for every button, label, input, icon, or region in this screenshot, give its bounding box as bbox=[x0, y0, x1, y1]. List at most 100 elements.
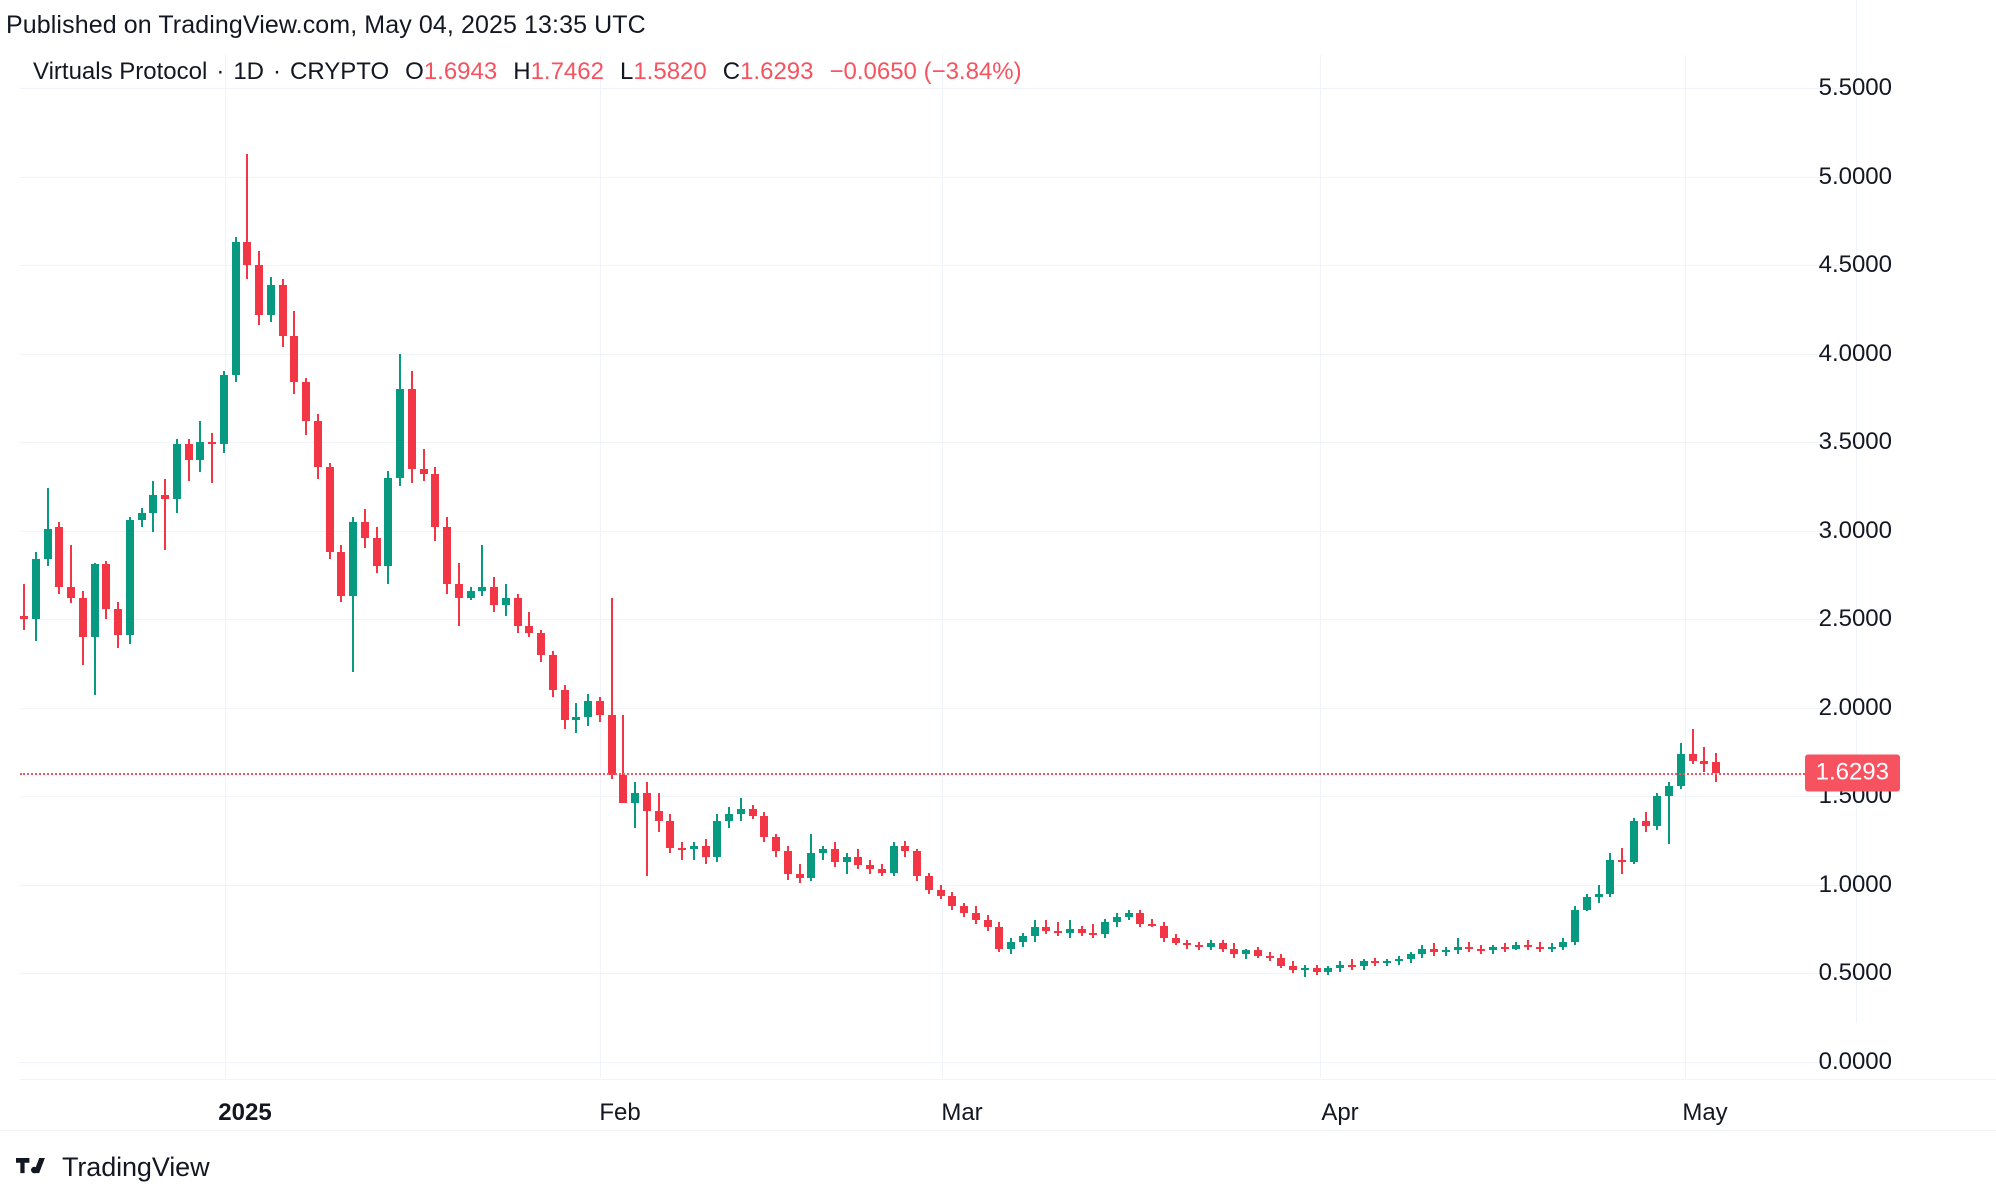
candlestick bbox=[1383, 55, 1391, 1078]
candle-body bbox=[995, 927, 1004, 949]
candle-wick bbox=[610, 598, 613, 779]
gridline-horizontal bbox=[20, 88, 1856, 89]
candlestick bbox=[349, 55, 357, 1078]
last-price-badge[interactable]: 1.6293 bbox=[1804, 754, 1900, 792]
candlestick bbox=[90, 55, 99, 1078]
candlestick bbox=[1500, 55, 1509, 1078]
candle-body bbox=[396, 389, 404, 478]
candle-body bbox=[1582, 897, 1591, 910]
candlestick bbox=[1477, 55, 1485, 1078]
candlestick bbox=[725, 55, 733, 1078]
candlestick bbox=[43, 55, 52, 1078]
candle-body bbox=[67, 587, 75, 599]
candle-wick bbox=[645, 782, 648, 877]
candlestick bbox=[1641, 55, 1650, 1078]
candlestick bbox=[478, 55, 487, 1078]
candlestick bbox=[278, 55, 287, 1078]
candle-body bbox=[1688, 753, 1697, 761]
candle-body bbox=[513, 598, 522, 627]
candlestick bbox=[208, 55, 216, 1078]
candlestick bbox=[1582, 55, 1591, 1078]
candlestick bbox=[313, 55, 322, 1078]
time-axis[interactable]: 2025 Feb Mar Apr May bbox=[0, 1079, 1996, 1139]
candlestick bbox=[1418, 55, 1427, 1078]
candle-body bbox=[1512, 945, 1521, 949]
candlestick bbox=[1453, 55, 1462, 1078]
legend-open-key: O bbox=[405, 58, 424, 85]
candlestick bbox=[701, 55, 710, 1078]
candle-body bbox=[1676, 753, 1685, 786]
candlestick bbox=[1524, 55, 1532, 1078]
candlestick bbox=[654, 55, 663, 1078]
candle-body bbox=[302, 381, 310, 421]
candle-body bbox=[501, 598, 510, 606]
candlestick bbox=[713, 55, 722, 1078]
candle-body bbox=[819, 849, 827, 854]
candle-body bbox=[936, 890, 945, 896]
gridline-horizontal bbox=[20, 885, 1856, 886]
candlestick bbox=[842, 55, 851, 1078]
candle-body bbox=[78, 598, 87, 637]
candlestick bbox=[1629, 55, 1638, 1078]
candlestick bbox=[1218, 55, 1227, 1078]
gridline-vertical bbox=[1320, 55, 1321, 1078]
gridline-horizontal bbox=[20, 442, 1856, 443]
candlestick bbox=[1488, 55, 1497, 1078]
candle-body bbox=[55, 527, 64, 588]
candlestick bbox=[584, 55, 592, 1078]
candle-wick bbox=[1245, 948, 1247, 960]
chart-plot-area[interactable] bbox=[20, 55, 1856, 1078]
candlestick bbox=[360, 55, 369, 1078]
candle-body bbox=[360, 521, 369, 538]
candle-wick bbox=[1668, 782, 1670, 845]
candle-body bbox=[372, 537, 381, 567]
candlestick bbox=[125, 55, 134, 1078]
candle-body bbox=[1712, 761, 1720, 774]
candle-body bbox=[161, 495, 169, 499]
time-axis-label: Apr bbox=[1321, 1099, 1359, 1126]
candle-wick bbox=[681, 842, 683, 861]
candlestick bbox=[184, 55, 193, 1078]
candle-body bbox=[1606, 860, 1615, 894]
candle-body bbox=[725, 814, 733, 822]
legend-interval[interactable]: 1D bbox=[233, 58, 264, 85]
candlestick bbox=[854, 55, 863, 1078]
candle-body bbox=[102, 564, 111, 609]
time-axis-label: 2025 bbox=[218, 1099, 272, 1126]
candle-body bbox=[1629, 821, 1638, 862]
candlestick bbox=[290, 55, 299, 1078]
chart-legend[interactable]: Virtuals Protocol · 1D · CRYPTO O1.6943 H1.746… bbox=[33, 60, 1022, 84]
candlestick bbox=[20, 55, 28, 1078]
gridline-vertical bbox=[225, 55, 226, 1078]
candle-body bbox=[1441, 950, 1450, 953]
candlestick bbox=[31, 55, 40, 1078]
candle-body bbox=[243, 242, 252, 266]
candle-body bbox=[1018, 936, 1027, 942]
gridline-horizontal bbox=[20, 708, 1856, 709]
price-axis-label: 2.5000 bbox=[1818, 605, 1892, 632]
candlestick bbox=[196, 55, 205, 1078]
price-axis[interactable]: 5.5000 5.0000 4.5000 4.0000 3.5000 3.0000 2.50… bbox=[1804, 55, 1996, 1078]
candlestick bbox=[396, 55, 404, 1078]
candlestick bbox=[501, 55, 510, 1078]
candle-body bbox=[1183, 943, 1192, 946]
candlestick bbox=[1347, 55, 1356, 1078]
candlestick bbox=[454, 55, 463, 1078]
candlestick bbox=[1359, 55, 1368, 1078]
candle-body bbox=[842, 856, 851, 862]
candlestick bbox=[1688, 55, 1697, 1078]
candle-wick bbox=[845, 853, 848, 875]
candle-wick bbox=[481, 544, 484, 597]
candlestick bbox=[1324, 55, 1333, 1078]
candlestick bbox=[1042, 55, 1051, 1078]
legend-symbol[interactable]: Virtuals Protocol bbox=[33, 58, 208, 85]
candle-body bbox=[114, 608, 122, 636]
candle-body bbox=[231, 242, 240, 375]
candlestick bbox=[560, 55, 569, 1078]
tradingview-footer[interactable]: TradingView bbox=[16, 1152, 210, 1183]
candle-body bbox=[607, 714, 616, 776]
legend-close-value: 1.6293 bbox=[740, 58, 814, 85]
candlestick bbox=[1089, 55, 1098, 1078]
candle-wick bbox=[1456, 938, 1459, 954]
candle-body bbox=[1042, 927, 1051, 931]
